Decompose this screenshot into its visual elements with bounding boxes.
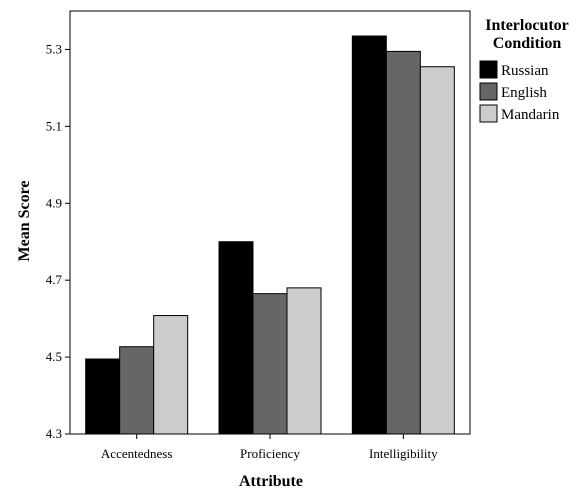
bar-mandarin-proficiency: [286, 287, 322, 435]
x-axis-title: Attribute: [239, 473, 303, 490]
y-tick-label: 5.3: [46, 41, 62, 56]
bar-russian-accentedness: [85, 358, 121, 435]
legend-title: Condition: [493, 35, 562, 52]
x-tick-label: Accentedness: [101, 446, 172, 461]
bar-mandarin-intelligibility: [419, 66, 455, 435]
bar-english-proficiency: [252, 293, 288, 435]
y-tick-label: 4.5: [46, 349, 62, 364]
bar-russian-intelligibility: [351, 35, 387, 435]
y-tick-label: 4.3: [46, 426, 62, 441]
legend-swatch: [479, 104, 498, 123]
legend-title: Interlocutor: [485, 17, 569, 34]
legend-label: Russian: [501, 63, 549, 79]
y-axis: 4.3 4.5 4.7 4.9 5.1 5.3: [46, 41, 70, 441]
plot-area: [69, 10, 471, 435]
bar-russian-proficiency: [218, 241, 254, 435]
y-axis-title: Mean Score: [16, 180, 33, 261]
legend-swatch: [479, 82, 498, 101]
x-tick-label: Proficiency: [240, 446, 300, 461]
legend-label: Mandarin: [501, 107, 560, 123]
y-tick-label: 4.7: [46, 272, 63, 287]
x-axis: Accentedness Proficiency Intelligibility: [101, 434, 438, 461]
y-tick-label: 5.1: [46, 118, 62, 133]
legend-swatch: [479, 60, 498, 79]
y-tick-label: 4.9: [46, 195, 62, 210]
bar-english-intelligibility: [385, 50, 421, 435]
bar-english-accentedness: [119, 346, 155, 435]
legend-label: English: [501, 85, 547, 101]
bar-mandarin-accentedness: [153, 315, 189, 435]
x-tick-label: Intelligibility: [369, 446, 438, 461]
